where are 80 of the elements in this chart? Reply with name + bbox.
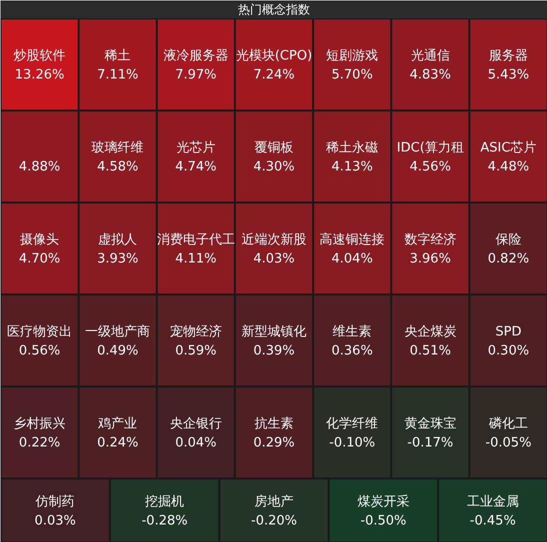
data-label: 0.22% xyxy=(18,436,60,450)
category-label: 磷化工 xyxy=(488,416,528,432)
category-label: 仿制药 xyxy=(34,494,75,510)
data-label: 7.11% xyxy=(97,68,138,82)
category-label: 鸡产业 xyxy=(97,416,138,432)
data-label: 0.56% xyxy=(18,344,60,358)
data-label: 4.70% xyxy=(18,252,60,266)
category-label: 炒股软件 xyxy=(14,48,66,64)
category-label: 液冷服务器 xyxy=(163,48,228,64)
category-label: 消费电子代工 xyxy=(156,232,235,248)
category-label: 光模块(CPO) xyxy=(236,48,312,64)
category-label: 工业金属 xyxy=(466,494,519,510)
category-label: 摄像头 xyxy=(20,232,60,248)
category-label: 服务器 xyxy=(488,48,528,64)
category-label: 虚拟人 xyxy=(98,232,138,248)
category-label: 一级地产商 xyxy=(85,324,150,340)
category-label: 煤炭开采 xyxy=(357,494,410,510)
category-label: 乡村振兴 xyxy=(14,416,66,432)
category-label: 新型城镇化 xyxy=(242,324,306,340)
category-label: 保险 xyxy=(495,232,522,248)
data-label: 4.11% xyxy=(175,252,217,266)
data-label: -0.17% xyxy=(407,436,454,450)
data-label: -0.50% xyxy=(360,514,406,528)
data-label: 0.29% xyxy=(253,436,295,450)
category-label: 稀土永磁 xyxy=(326,140,378,156)
data-label: 0.36% xyxy=(331,344,373,358)
data-label: 0.49% xyxy=(97,344,138,358)
data-label: 4.74% xyxy=(175,160,217,174)
data-label: 13.26% xyxy=(14,68,64,82)
data-label: 4.83% xyxy=(410,68,451,82)
category-label: IDC(算力租 xyxy=(396,140,464,156)
data-label: 4.03% xyxy=(253,252,295,266)
data-label: 4.30% xyxy=(253,160,295,174)
data-label: 0.51% xyxy=(410,344,451,358)
category-label: 挖掘机 xyxy=(145,494,184,510)
category-label: 覆铜板 xyxy=(254,140,294,156)
data-label: 3.93% xyxy=(97,252,138,266)
category-label: 短剧游戏 xyxy=(326,48,378,64)
category-label: 房地产 xyxy=(254,494,294,510)
data-label: 4.13% xyxy=(331,160,373,174)
category-label: 抗生素 xyxy=(254,416,294,432)
category-label: 玻璃纤维 xyxy=(92,140,144,156)
data-label: 4.48% xyxy=(488,160,530,174)
data-label: -0.28% xyxy=(142,514,188,528)
category-label: 黄金珠宝 xyxy=(404,416,456,432)
category-label: 光芯片 xyxy=(176,140,216,156)
data-label: -0.45% xyxy=(470,514,516,528)
category-label: 央企银行 xyxy=(170,416,222,432)
data-label: 7.24% xyxy=(253,68,295,82)
data-label: 4.58% xyxy=(97,160,138,174)
category-label: 化学纤维 xyxy=(326,416,378,432)
category-label: 光通信 xyxy=(410,48,450,64)
data-label: 4.88% xyxy=(18,160,60,174)
category-label: 医疗物资出 xyxy=(7,324,72,340)
category-label: 近端次新股 xyxy=(242,232,306,248)
category-label: 高速铜连接 xyxy=(320,232,385,248)
data-label: 0.82% xyxy=(488,252,530,266)
category-label: 稀土 xyxy=(104,48,131,64)
data-label: 0.59% xyxy=(175,344,217,358)
category-label: SPD xyxy=(495,324,522,340)
text: 热门概念指数 xyxy=(238,2,310,16)
data-label: 5.43% xyxy=(488,68,530,82)
data-label: 0.39% xyxy=(253,344,295,358)
category-label: 维生素 xyxy=(332,324,372,340)
data-label: 0.24% xyxy=(97,436,138,450)
data-label: -0.05% xyxy=(485,436,532,450)
data-label: 4.04% xyxy=(331,252,373,266)
data-label: -0.10% xyxy=(329,436,376,450)
data-label: -0.20% xyxy=(251,514,298,528)
data-label: 4.56% xyxy=(410,160,451,174)
data-label: 0.30% xyxy=(488,344,530,358)
data-label: 5.70% xyxy=(331,68,373,82)
category-label: 宠物经济 xyxy=(170,324,222,340)
category-label: 数字经济 xyxy=(404,232,456,248)
data-label: 0.04% xyxy=(175,436,217,450)
category-label: ASIC芯片 xyxy=(480,140,536,156)
data-label: 0.03% xyxy=(34,514,76,528)
data-label: 7.97% xyxy=(175,68,217,82)
category-label: 央企煤炭 xyxy=(404,324,456,340)
data-label: 3.96% xyxy=(410,252,451,266)
